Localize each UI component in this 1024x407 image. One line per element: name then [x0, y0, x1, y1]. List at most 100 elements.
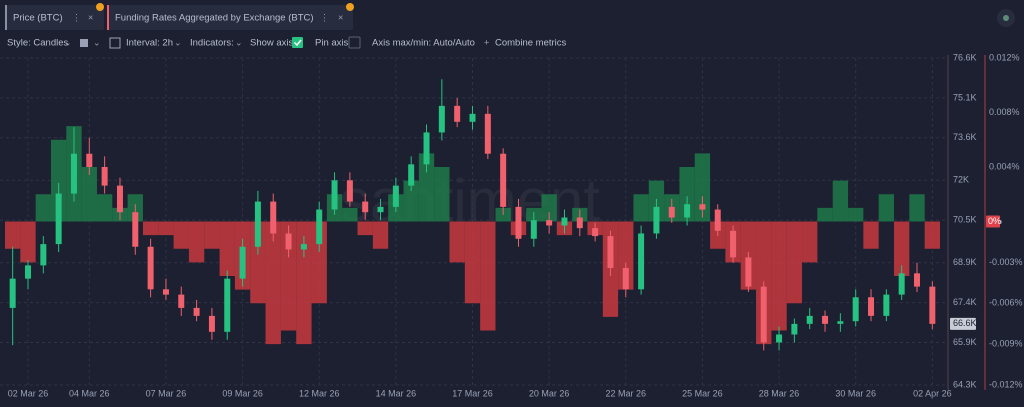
- candle-body: [530, 220, 537, 239]
- funding-bar: [909, 194, 925, 222]
- funding-bar: [618, 221, 634, 290]
- x-tick-label: 04 Mar 26: [69, 388, 110, 398]
- plus-icon: +: [484, 37, 489, 47]
- funding-bar: [372, 221, 389, 249]
- candle-body: [208, 315, 215, 332]
- show-axis-checkbox[interactable]: [292, 37, 303, 48]
- axis-maxmin[interactable]: Axis max/min: Auto/Auto: [372, 38, 475, 49]
- candle-body: [239, 246, 246, 279]
- pin-axis-label: Pin axis: [315, 38, 349, 49]
- candle-body: [55, 193, 62, 245]
- candle-body: [392, 185, 399, 207]
- candle-body: [377, 206, 384, 213]
- interval-select[interactable]: Interval: 2h: [126, 38, 173, 49]
- funding-bar: [173, 221, 189, 249]
- tab[interactable]: Price (BTC) ⋮ ×: [5, 3, 104, 30]
- candle-body: [561, 217, 568, 226]
- funding-bar: [878, 194, 895, 222]
- candle-body: [684, 204, 691, 218]
- tab-bg: [107, 5, 353, 30]
- pin-axis-checkbox[interactable]: [348, 36, 361, 49]
- candle-body: [699, 204, 706, 210]
- x-tick-label: 12 Mar 26: [299, 388, 340, 398]
- funding-bar: [158, 221, 174, 236]
- funding-bar: [434, 167, 450, 222]
- candle-body: [822, 315, 829, 324]
- funding-bar: [633, 194, 649, 222]
- candle-body: [469, 113, 476, 122]
- color-picker[interactable]: [80, 39, 88, 47]
- tab-bg: [5, 5, 104, 30]
- price-tag: 66.6K: [953, 318, 977, 328]
- x-tick-label: 25 Mar 26: [682, 388, 723, 398]
- y2-tick-label: 0.004%: [989, 161, 1020, 171]
- indicators-select[interactable]: Indicators:: [190, 38, 234, 49]
- funding-bar: [817, 207, 833, 222]
- x-tick-label: 28 Mar 26: [759, 388, 800, 398]
- y2-tick-label: 0.012%: [989, 52, 1020, 62]
- candle-body: [162, 289, 169, 295]
- candle-body: [607, 236, 614, 269]
- funding-bar: [35, 194, 51, 222]
- candle-body: [438, 105, 445, 133]
- candle-body: [653, 206, 660, 234]
- tab-menu: ⋮: [320, 12, 329, 22]
- candle-body: [116, 185, 123, 213]
- candle-body: [668, 206, 675, 218]
- funding-bar: [464, 221, 481, 304]
- y-tick-label: 76.6K: [953, 52, 977, 62]
- settings-dot: [1003, 15, 1009, 21]
- x-tick-label: 17 Mar 26: [452, 388, 493, 398]
- tab-close: ×: [338, 12, 343, 22]
- candle-body: [730, 230, 737, 258]
- candle-body: [837, 321, 844, 324]
- candle-body: [70, 153, 77, 194]
- candle-body: [576, 217, 583, 229]
- y-tick-label: 75.1K: [953, 92, 977, 102]
- y-tick-label: 65.9K: [953, 337, 977, 347]
- funding-bar: [81, 167, 97, 222]
- funding-bar: [342, 207, 358, 222]
- y-tick-label: 72K: [953, 175, 969, 185]
- funding-bar: [265, 221, 281, 345]
- candle-body: [776, 334, 783, 343]
- coin-icon: [96, 3, 104, 11]
- funding-tag-bg: [986, 215, 1000, 228]
- funding-bar: [5, 221, 21, 249]
- funding-bar: [480, 221, 496, 331]
- x-tick-label: 30 Mar 26: [835, 388, 876, 398]
- funding-bar: [142, 221, 159, 236]
- candle-body: [178, 294, 185, 308]
- x-tick-label: 07 Mar 26: [146, 388, 187, 398]
- tab-close: ×: [88, 12, 93, 22]
- chevron: ⌄: [174, 37, 182, 47]
- candle-body: [40, 244, 47, 266]
- funding-bar: [311, 221, 327, 304]
- tab[interactable]: Funding Rates Aggregated by Exchange (BT…: [107, 3, 354, 30]
- y2-tick-label: 0.008%: [989, 107, 1020, 117]
- candle-body: [868, 297, 875, 316]
- x-tick-label: 22 Mar 26: [606, 388, 647, 398]
- candle-body: [484, 113, 491, 154]
- candle-body: [254, 201, 261, 247]
- calendar-icon: [109, 37, 121, 49]
- x-tick-label: 09 Mar 26: [222, 388, 263, 398]
- candle-body: [346, 180, 353, 202]
- tab-label: Price (BTC): [13, 13, 63, 24]
- y2-tick-label: -0.009%: [989, 339, 1023, 349]
- y2-tick-label: -0.003%: [989, 257, 1023, 267]
- candle-body: [454, 105, 461, 122]
- funding-bar: [50, 139, 67, 222]
- y-tick-label: 73.6K: [953, 132, 977, 142]
- y2-tick-label: -0.012%: [989, 379, 1023, 389]
- funding-bar: [280, 221, 297, 331]
- style-select[interactable]: Style: Candles: [7, 38, 69, 49]
- funding-bar: [219, 221, 235, 276]
- candle-body: [592, 228, 599, 237]
- candle-body: [914, 273, 921, 287]
- candle-body: [745, 257, 752, 287]
- candle-body: [270, 201, 277, 234]
- combine-metrics[interactable]: Combine metrics: [495, 38, 567, 49]
- tab-menu: ⋮: [72, 12, 81, 22]
